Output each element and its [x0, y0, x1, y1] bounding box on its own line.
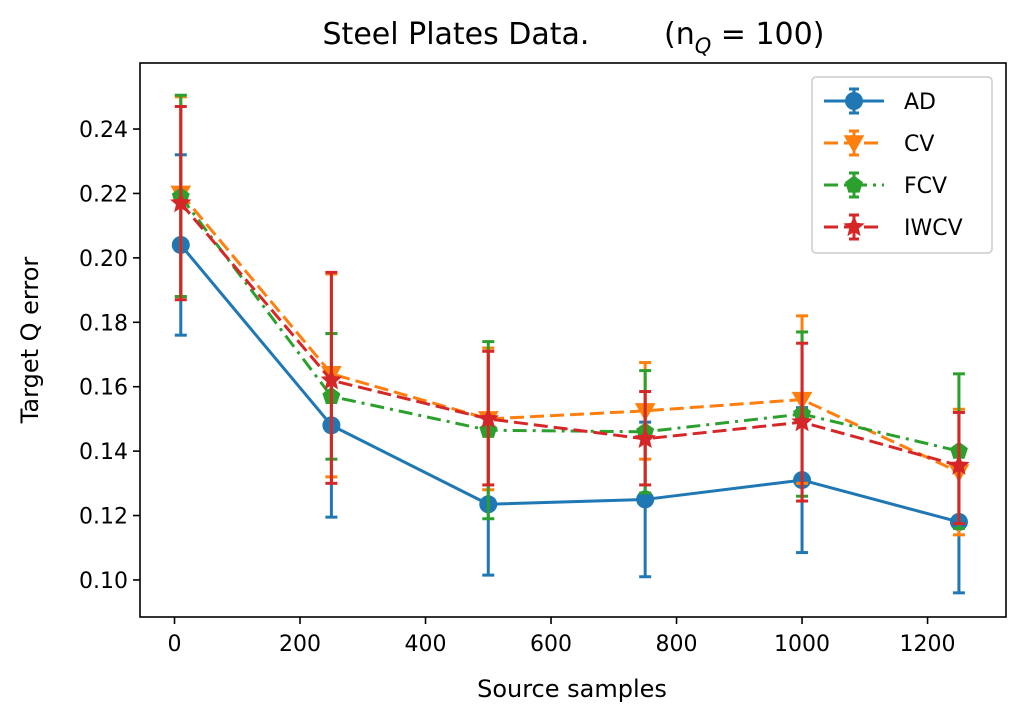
- y-tick-label: 0.20: [79, 247, 128, 272]
- x-tick-label: 200: [279, 632, 321, 657]
- x-tick-label: 600: [530, 632, 572, 657]
- legend-marker-cv: [843, 135, 865, 154]
- axes: 0 200 400 600 800 1000 1200 0.10 0.12 0.14 0.16 0.1…: [79, 62, 1007, 657]
- y-tick-label: 0.12: [79, 505, 128, 530]
- x-tick-label: 1000: [774, 632, 830, 657]
- legend-box: [811, 76, 993, 254]
- data-point-iwcv: [948, 454, 970, 475]
- data-point-iwcv: [320, 369, 343, 390]
- x-tick-label: 400: [405, 632, 447, 657]
- data-point-ad: [636, 490, 655, 509]
- x-tick-label: 0: [168, 632, 182, 657]
- legend-label-ad: AD: [904, 90, 936, 115]
- y-tick-label: 0.22: [79, 182, 128, 207]
- legend-marker-ad: [845, 92, 863, 110]
- data-point-iwcv: [477, 407, 499, 429]
- chart-title-note: (nQ = 100): [664, 17, 824, 58]
- y-tick-label: 0.14: [79, 440, 128, 465]
- data-point-iwcv: [791, 410, 813, 432]
- legend-label-cv: CV: [904, 132, 934, 157]
- legend-marker-fcv: [845, 175, 863, 193]
- legend-label-fcv: FCV: [904, 174, 947, 199]
- y-tick-label: 0.10: [79, 569, 128, 594]
- y-tick-label: 0.16: [79, 376, 128, 401]
- y-tick-label: 0.18: [79, 311, 128, 336]
- x-tick-label: 1200: [900, 632, 956, 657]
- y-axis-label: Target Q error: [16, 257, 44, 425]
- x-tick-label: 800: [656, 632, 698, 657]
- series-iwcv: [170, 104, 970, 526]
- data-point-iwcv: [634, 427, 656, 448]
- series-line-cv: [179, 192, 960, 474]
- chart-title-group: Steel Plates Data. (nQ = 100): [323, 17, 825, 58]
- y-tick-label: 0.24: [79, 118, 128, 143]
- x-axis-label: Source samples: [477, 675, 667, 703]
- chart-title: Steel Plates Data.: [323, 17, 590, 52]
- plot-area: [170, 93, 970, 595]
- series-line-ad: [179, 244, 960, 524]
- series-line-iwcv: [179, 202, 960, 468]
- legend-marker-iwcv: [843, 215, 865, 237]
- legend-label-iwcv: IWCV: [904, 216, 963, 241]
- data-point-iwcv: [170, 191, 192, 213]
- plot-frame: [139, 62, 1007, 618]
- series-line-fcv: [179, 195, 960, 453]
- legend: AD CV FCV IWCV: [811, 76, 993, 254]
